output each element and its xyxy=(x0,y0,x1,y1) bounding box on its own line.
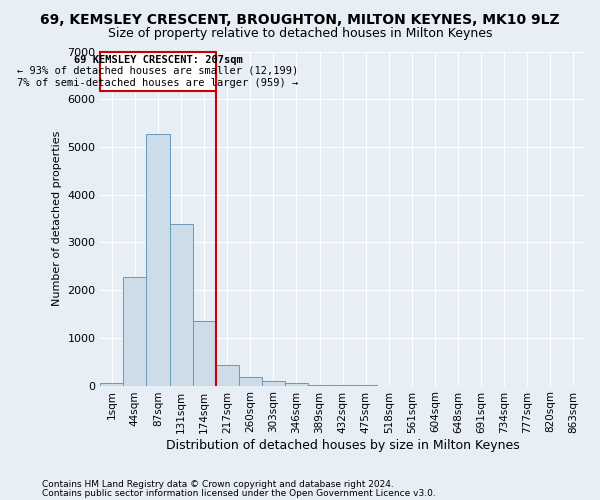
Bar xyxy=(170,224,193,386)
Bar xyxy=(193,321,215,386)
Text: ← 93% of detached houses are smaller (12,199): ← 93% of detached houses are smaller (12… xyxy=(17,66,299,76)
X-axis label: Distribution of detached houses by size in Milton Keynes: Distribution of detached houses by size … xyxy=(166,440,520,452)
Bar xyxy=(239,376,262,386)
Bar xyxy=(100,383,124,386)
Bar xyxy=(308,384,331,386)
Text: 69, KEMSLEY CRESCENT, BROUGHTON, MILTON KEYNES, MK10 9LZ: 69, KEMSLEY CRESCENT, BROUGHTON, MILTON … xyxy=(40,12,560,26)
Text: Contains public sector information licensed under the Open Government Licence v3: Contains public sector information licen… xyxy=(42,489,436,498)
Bar xyxy=(124,277,146,386)
Bar xyxy=(285,383,308,386)
FancyBboxPatch shape xyxy=(100,52,215,90)
Text: 7% of semi-detached houses are larger (959) →: 7% of semi-detached houses are larger (9… xyxy=(17,78,299,88)
Text: 69 KEMSLEY CRESCENT: 207sqm: 69 KEMSLEY CRESCENT: 207sqm xyxy=(74,55,242,65)
Text: Size of property relative to detached houses in Milton Keynes: Size of property relative to detached ho… xyxy=(108,28,492,40)
Y-axis label: Number of detached properties: Number of detached properties xyxy=(52,131,62,306)
Bar xyxy=(262,382,285,386)
Bar xyxy=(215,365,239,386)
Bar xyxy=(146,134,170,386)
Text: Contains HM Land Registry data © Crown copyright and database right 2024.: Contains HM Land Registry data © Crown c… xyxy=(42,480,394,489)
